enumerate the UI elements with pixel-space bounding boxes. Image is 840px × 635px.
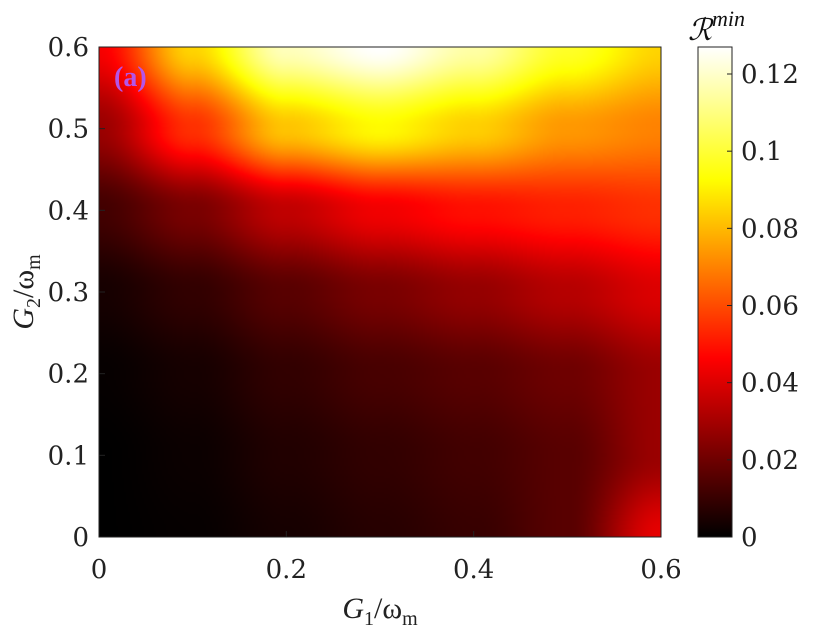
y-tick-label: 0 bbox=[72, 523, 89, 553]
y-tick-label: 0.6 bbox=[48, 33, 89, 63]
x-tick-label: 0.6 bbox=[640, 555, 681, 585]
y-tick-label: 0.3 bbox=[48, 278, 89, 308]
x-axis-label: G1/ωm bbox=[342, 592, 418, 630]
x-tick-label: 0.2 bbox=[266, 555, 307, 585]
colorbar-tick-label: 0 bbox=[741, 523, 758, 553]
colorbar-tick-label: 0.06 bbox=[741, 292, 799, 322]
y-axis-ticks: 0 0.1 0.2 0.3 0.4 0.5 0.6 bbox=[48, 33, 105, 553]
colorbar-tick-label: 0.08 bbox=[741, 214, 799, 244]
x-tick-label: 0 bbox=[91, 555, 108, 585]
y-axis-label: G2/ωm bbox=[7, 254, 45, 330]
y-tick-label: 0.1 bbox=[48, 441, 89, 471]
x-axis-ticks: 0 0.2 0.4 0.6 bbox=[91, 531, 682, 585]
colorbar-label: ℛmin bbox=[688, 6, 745, 47]
colorbar bbox=[697, 46, 733, 538]
y-tick-label: 0.4 bbox=[48, 196, 89, 226]
colorbar-tick-label: 0.02 bbox=[741, 446, 799, 476]
colorbar-tick-label: 0.12 bbox=[741, 60, 799, 90]
y-tick-label: 0.5 bbox=[48, 115, 89, 145]
heatmap-image bbox=[99, 47, 661, 537]
y-tick-label: 0.2 bbox=[48, 360, 89, 390]
colorbar-ticks: 0 0.02 0.04 0.06 0.08 0.1 0.12 bbox=[727, 60, 799, 553]
panel-label: (a) bbox=[114, 62, 147, 93]
colorbar-tick-label: 0.1 bbox=[741, 137, 782, 167]
colorbar-tick-label: 0.04 bbox=[741, 369, 799, 399]
x-tick-label: 0.4 bbox=[453, 555, 494, 585]
